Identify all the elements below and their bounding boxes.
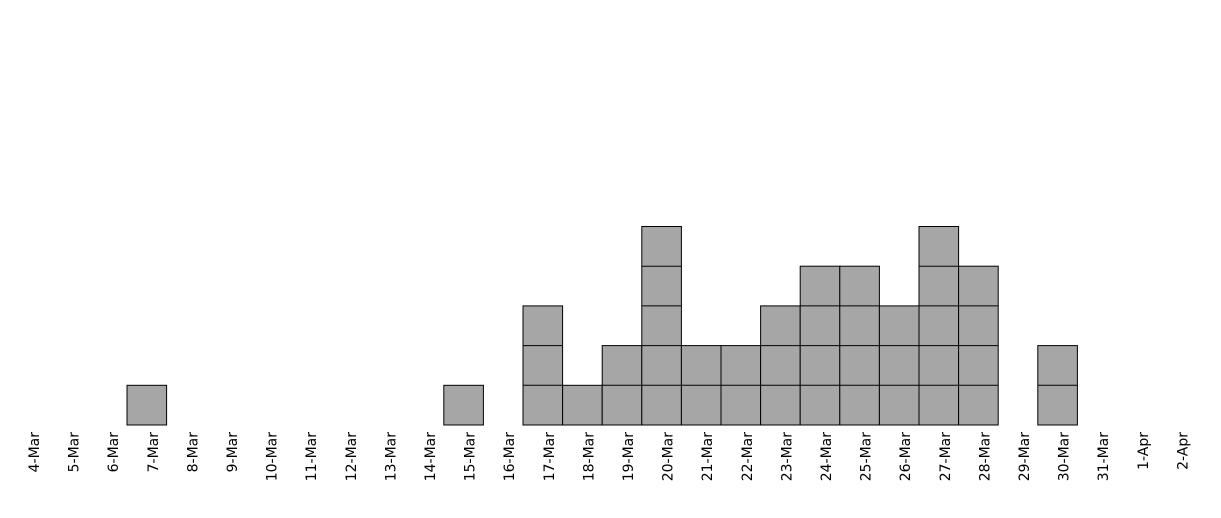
x-tick-label: 13-Mar bbox=[383, 432, 399, 482]
bar bbox=[878, 305, 920, 426]
x-tick-label: 6-Mar bbox=[106, 432, 122, 473]
x-tick-label: 20-Mar bbox=[661, 432, 677, 482]
x-tick-label: 4-Mar bbox=[27, 432, 43, 473]
x-tick-label: 24-Mar bbox=[819, 432, 835, 482]
bar bbox=[126, 384, 168, 426]
bar bbox=[562, 384, 603, 426]
x-tick-label: 14-Mar bbox=[423, 432, 439, 482]
bar bbox=[918, 226, 960, 426]
x-tick-label: 8-Mar bbox=[185, 432, 201, 473]
x-tick-label: 22-Mar bbox=[740, 432, 756, 482]
x-tick-label: 26-Mar bbox=[898, 432, 914, 482]
x-tick-label: 12-Mar bbox=[344, 432, 360, 482]
x-tick-label: 29-Mar bbox=[1017, 432, 1033, 482]
x-tick-label: 10-Mar bbox=[265, 432, 281, 482]
x-tick-label: 11-Mar bbox=[304, 432, 320, 482]
x-tick-label: 23-Mar bbox=[779, 432, 795, 482]
x-tick-label: 16-Mar bbox=[502, 432, 518, 482]
x-tick-label: 21-Mar bbox=[700, 432, 716, 482]
x-tick-label: 17-Mar bbox=[542, 432, 558, 482]
x-tick-label: 15-Mar bbox=[463, 432, 479, 482]
x-tick-label: 28-Mar bbox=[977, 432, 993, 482]
x-tick-label: 30-Mar bbox=[1057, 432, 1073, 482]
x-tick-label: 9-Mar bbox=[225, 432, 241, 473]
x-tick-label: 7-Mar bbox=[146, 432, 162, 473]
x-tick-label: 19-Mar bbox=[621, 432, 637, 482]
x-tick-label: 1-Apr bbox=[1136, 432, 1152, 470]
bar bbox=[522, 305, 564, 426]
bar bbox=[443, 384, 484, 426]
bar bbox=[760, 305, 801, 426]
x-tick-label: 25-Mar bbox=[859, 432, 875, 482]
x-tick-label: 31-Mar bbox=[1096, 432, 1112, 482]
x-tick-label: 18-Mar bbox=[581, 432, 597, 482]
x-tick-label: 5-Mar bbox=[67, 432, 83, 473]
x-tick-label: 27-Mar bbox=[938, 432, 954, 482]
bar bbox=[641, 226, 682, 426]
x-tick-label: 2-Apr bbox=[1175, 432, 1191, 470]
